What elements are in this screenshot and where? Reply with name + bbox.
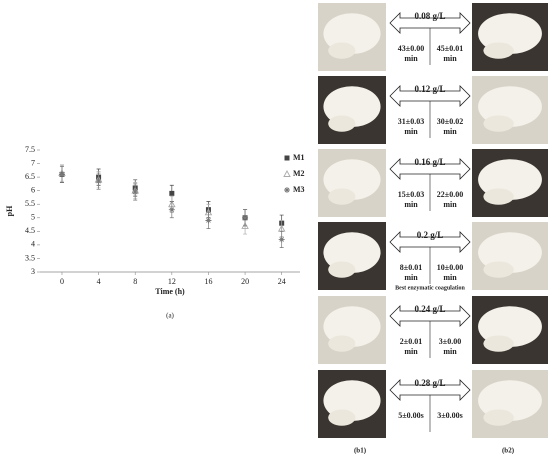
concentration: 0.24 g/L	[414, 304, 445, 314]
time-left: 5±0.00s	[398, 411, 424, 420]
double-arrow	[389, 85, 471, 107]
note: Best enzymatic coagulation	[395, 285, 465, 291]
time-right: 30±0.02	[437, 117, 463, 126]
legend-label: M1	[293, 153, 305, 162]
cheese	[328, 409, 356, 426]
time-unit: min	[443, 127, 457, 136]
y-tick-label: 5	[31, 213, 35, 222]
y-tick-label: 5.5	[25, 199, 35, 208]
marker	[168, 206, 175, 213]
x-tick-label: 4	[97, 277, 101, 286]
double-arrow	[389, 379, 471, 401]
y-axis-label: pH	[5, 205, 14, 216]
x-tick-label: 20	[241, 277, 249, 286]
time-unit: min	[443, 347, 457, 356]
double-arrow	[389, 158, 471, 180]
marker	[169, 190, 175, 196]
caption-b2: (b2)	[502, 447, 515, 455]
concentration: 0.28 g/L	[414, 378, 445, 388]
y-tick-label: 7	[31, 158, 35, 167]
cheese	[483, 115, 514, 132]
marker	[132, 189, 139, 196]
time-left: 15±0.03	[398, 190, 424, 199]
double-arrow	[389, 305, 471, 327]
marker	[283, 170, 291, 177]
cheese	[483, 261, 514, 278]
marker	[284, 155, 290, 161]
time-unit: min	[404, 127, 418, 136]
time-right: 3±0.00	[439, 337, 461, 346]
time-right: 10±0.00	[437, 263, 463, 272]
legend-label: M2	[293, 169, 305, 178]
time-right: 22±0.00	[437, 190, 463, 199]
marker	[95, 178, 102, 185]
cheese	[483, 42, 514, 59]
marker	[58, 171, 65, 178]
cheese	[328, 261, 356, 278]
marker	[284, 187, 290, 193]
concentration: 0.12 g/L	[414, 84, 445, 94]
time-left: 43±0.00	[398, 44, 424, 53]
x-tick-label: 12	[168, 277, 176, 286]
cheese	[328, 42, 356, 59]
time-left: 31±0.03	[398, 117, 424, 126]
time-unit: min	[443, 54, 457, 63]
cheese	[328, 115, 356, 132]
chart-caption: (a)	[166, 312, 174, 320]
cheese	[483, 188, 514, 205]
double-arrow	[389, 231, 471, 253]
cheese	[483, 335, 514, 352]
double-arrow	[389, 12, 471, 34]
y-tick-label: 7.5	[25, 145, 35, 154]
time-unit: min	[443, 273, 457, 282]
cheese	[483, 409, 514, 426]
concentration: 0.16 g/L	[414, 157, 445, 167]
x-tick-label: 0	[60, 277, 64, 286]
cheese	[328, 335, 356, 352]
time-unit: min	[404, 54, 418, 63]
y-tick-label: 3.5	[25, 253, 35, 262]
time-left: 2±0.01	[400, 337, 422, 346]
time-left: 8±0.01	[400, 263, 422, 272]
y-tick-label: 6	[31, 185, 35, 194]
legend-label: M3	[293, 185, 305, 194]
time-right: 45±0.01	[437, 44, 463, 53]
x-tick-label: 16	[204, 277, 212, 286]
concentration: 0.2 g/L	[417, 230, 444, 240]
y-tick-label: 3	[31, 267, 35, 276]
time-unit: min	[443, 200, 457, 209]
time-unit: min	[404, 200, 418, 209]
cheese	[328, 188, 356, 205]
concentration: 0.08 g/L	[414, 11, 445, 21]
y-tick-label: 4.5	[25, 226, 35, 235]
marker	[242, 214, 249, 221]
marker	[278, 236, 285, 243]
x-axis-label: Time (h)	[155, 287, 185, 296]
y-tick-label: 4	[31, 240, 35, 249]
x-tick-label: 24	[278, 277, 286, 286]
y-tick-label: 6.5	[25, 172, 35, 181]
time-unit: min	[404, 273, 418, 282]
x-tick-label: 8	[133, 277, 137, 286]
time-unit: min	[404, 347, 418, 356]
caption-b1: (b1)	[354, 447, 367, 455]
time-right: 3±0.00s	[437, 411, 463, 420]
marker	[205, 217, 212, 224]
